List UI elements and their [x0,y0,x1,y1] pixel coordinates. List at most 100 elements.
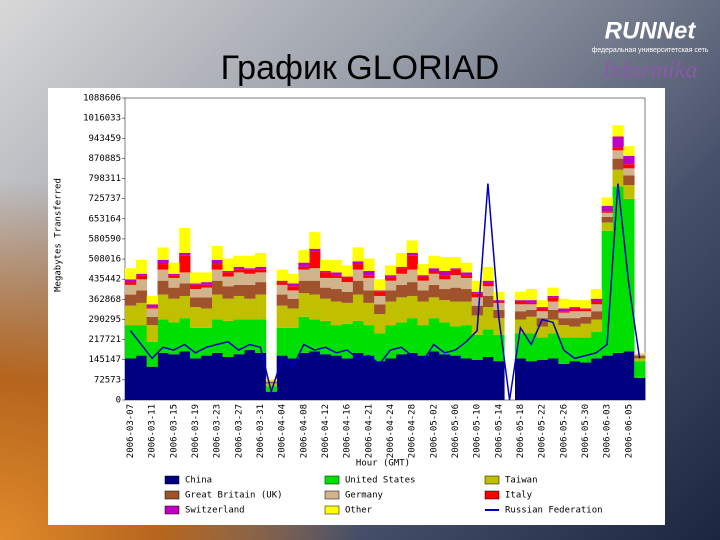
area-segment [525,304,538,310]
x-tick-label: 2006-04-04 [278,404,288,458]
area-segment [612,186,624,353]
area-segment [558,298,570,309]
area-segment [395,322,408,355]
area-segment [634,377,646,400]
area-segment [168,275,180,278]
area-segment [125,284,137,295]
area-segment [590,304,603,312]
legend-swatch [324,475,340,485]
area-segment [352,320,364,353]
area-segment [200,282,213,285]
area-segment [276,284,288,295]
area-segment [547,358,559,400]
logo-name: RUNNet [605,17,697,44]
area-segment [287,308,299,328]
area-segment [450,326,462,356]
x-axis-label: Hour (GMT) [356,459,410,469]
area-segment [406,240,418,253]
area-segment [233,255,245,267]
area-segment [265,383,278,387]
area-segment [255,352,267,400]
area-segment [547,319,559,334]
area-segment [135,275,148,280]
area-segment [276,269,288,281]
area-segment [125,294,137,306]
area-segment [190,289,202,298]
area-segment [298,280,310,294]
area-segment [200,272,213,283]
area-segment [395,252,408,267]
y-tick-label: 145147 [88,355,121,365]
area-segment [341,323,353,359]
area-segment [439,289,451,301]
area-segment [352,247,364,262]
area-segment [298,316,310,353]
area-segment [233,284,245,296]
area-segment [330,325,343,356]
x-tick-label: 2006-05-06 [451,404,461,458]
y-tick-label: 943459 [88,134,121,144]
area-segment [536,308,548,312]
area-segment [395,266,408,269]
y-tick-label: 1016033 [83,114,121,124]
area-segment [515,300,527,302]
area-segment [190,307,202,328]
area-segment [580,337,592,363]
area-segment [515,358,527,400]
area-segment [450,269,462,276]
area-segment [406,252,418,256]
area-segment [417,275,429,277]
area-segment [569,361,581,400]
area-segment [200,287,213,298]
area-segment [135,259,148,274]
area-segment [558,363,570,400]
area-segment [536,337,548,360]
area-segment [146,307,158,309]
line-series [129,183,641,401]
area-segment [157,319,169,353]
area-segment [450,257,462,269]
area-segment [525,309,538,317]
area-segment [341,302,353,324]
area-segment [417,280,429,291]
area-segment [525,300,538,303]
area-segment [450,301,462,327]
area-segment [287,358,299,400]
area-segment [623,168,635,176]
area-segment [417,290,429,302]
area-segment [395,297,408,323]
area-segment [157,294,169,320]
area-segment [298,262,310,267]
area-segment [157,269,169,281]
area-segment [460,277,473,290]
area-segment [179,295,191,319]
area-segment [417,264,429,276]
area-segment [363,271,375,276]
area-segment [428,271,440,274]
area-segment [385,275,397,278]
area-segment [125,279,137,283]
area-segment [233,354,245,400]
area-segment [428,318,440,352]
area-segment [580,308,592,310]
area-segment [471,297,483,306]
y-tick-label: 0 [116,396,121,406]
area-segment [471,280,483,292]
area-segment [125,268,137,280]
x-tick-label: 2006-03-23 [213,404,223,458]
area-segment [395,273,408,285]
area-segment [265,380,278,382]
area-segment [309,268,321,281]
area-segment [493,300,505,302]
area-segment [255,266,267,270]
area-segment [255,272,267,283]
area-segment [363,290,375,303]
area-segment [471,293,483,298]
area-segment [493,318,505,335]
area-segment [244,284,256,299]
area-segment [341,276,353,278]
area-segment [287,273,299,284]
legend-swatch [484,490,500,500]
area-segment [569,326,581,338]
area-segment [374,290,386,292]
